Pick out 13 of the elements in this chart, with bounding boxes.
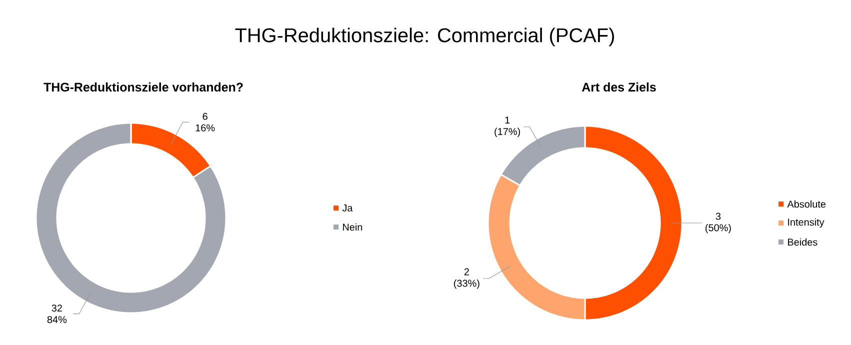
- legend-label: Intensity: [788, 218, 824, 228]
- chart-subtitle: THG-Reduktionsziele vorhanden?: [44, 82, 243, 92]
- data-label: 1 (17%): [494, 116, 520, 138]
- legend-label: Nein: [343, 223, 362, 231]
- legend-label: Beides: [788, 238, 818, 246]
- legend-label: Ja: [342, 204, 353, 212]
- data-label: 6 16%: [196, 112, 215, 132]
- chart-title: Art des Ziels: [582, 82, 656, 92]
- data-label: 3 (50%): [706, 212, 731, 234]
- legend-label: Absolute: [787, 200, 826, 208]
- data-label: 2 (33%): [454, 268, 480, 289]
- text: THG-Reduktionsziele: Commercial (PCAF): [235, 28, 614, 46]
- data-label: 32 84%: [47, 304, 67, 324]
